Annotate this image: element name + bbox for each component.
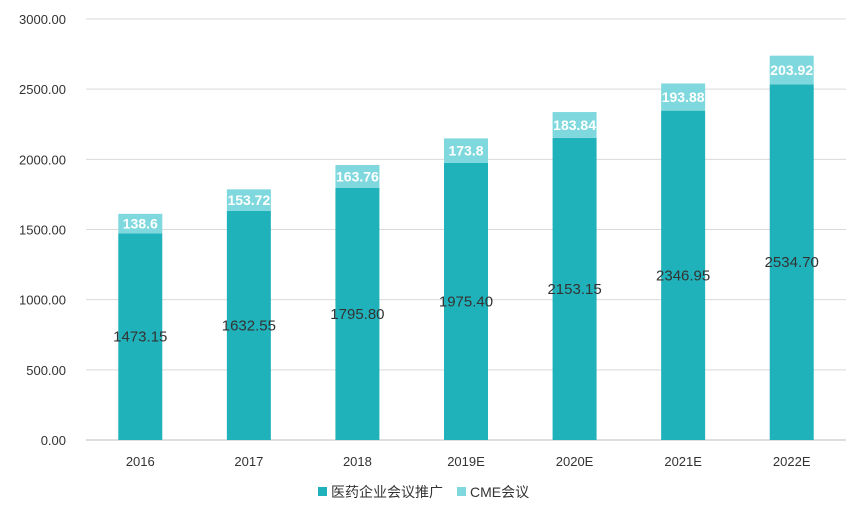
bars	[118, 55, 814, 441]
x-tick-label: 2020E	[556, 454, 594, 469]
y-tick-label: 2000.00	[19, 152, 66, 167]
data-label-cme: 203.92	[770, 62, 813, 78]
legend-swatch	[457, 487, 466, 496]
bar-segment-cme	[769, 55, 814, 85]
bar-segment-promotion	[661, 110, 706, 440]
bar-segment-promotion	[769, 84, 814, 441]
bar-segment-cme	[335, 165, 380, 188]
data-labels: 1473.15 138.6 1632.55 153.72 1795.80 163.76 19…	[113, 62, 819, 346]
bar-segment-promotion	[335, 187, 380, 440]
data-label-promotion: 1473.15	[113, 329, 167, 346]
x-tick-label: 2022E	[773, 454, 811, 469]
bar-segment-cme	[226, 189, 271, 211]
y-tick-label: 1000.00	[19, 293, 66, 308]
bar-segment-cme	[118, 213, 163, 234]
x-tick-label: 2017	[234, 454, 263, 469]
bar-segment-cme	[552, 112, 597, 138]
bar-segment-promotion	[226, 210, 271, 440]
data-label-cme: 173.8	[448, 143, 483, 159]
data-label-cme: 153.72	[227, 192, 270, 208]
y-tick-label: 0.00	[41, 433, 66, 448]
data-label-cme: 163.76	[336, 168, 379, 184]
bar-segment-cme	[444, 138, 488, 163]
bar-segment-promotion	[552, 137, 597, 440]
bar-segment-cme	[661, 83, 706, 111]
data-label-cme: 138.6	[123, 216, 158, 232]
legend-label: 医药企业会议推广	[331, 484, 443, 500]
data-label-promotion: 2534.70	[765, 254, 819, 271]
data-label-promotion: 1795.80	[330, 306, 384, 323]
legend-label: CME会议	[470, 484, 529, 500]
bar-segment-promotion	[118, 233, 163, 440]
y-tick-label: 500.00	[26, 363, 66, 378]
y-axis-ticks: 0.00 500.00 1000.00 1500.00 2000.00 2500.00 30…	[19, 12, 66, 448]
y-tick-label: 2500.00	[19, 82, 66, 97]
legend-swatch	[318, 487, 327, 496]
data-label-cme: 183.84	[553, 117, 596, 133]
data-label-promotion: 2153.15	[547, 281, 601, 298]
x-tick-label: 2018	[343, 454, 372, 469]
x-axis-ticks: 2016 2017 2018 2019E 2020E 2021E 2022E	[126, 454, 811, 469]
x-tick-label: 2016	[126, 454, 155, 469]
y-tick-label: 3000.00	[19, 12, 66, 27]
bar-segment-promotion	[444, 162, 488, 441]
data-label-promotion: 1632.55	[222, 317, 276, 334]
data-label-cme: 193.88	[662, 89, 705, 105]
y-tick-label: 1500.00	[19, 223, 66, 238]
x-tick-label: 2019E	[447, 454, 485, 469]
data-label-promotion: 2346.95	[656, 267, 710, 284]
x-tick-label: 2021E	[664, 454, 702, 469]
legend: 医药企业会议推广 CME会议	[318, 484, 529, 500]
data-label-promotion: 1975.40	[439, 293, 493, 310]
